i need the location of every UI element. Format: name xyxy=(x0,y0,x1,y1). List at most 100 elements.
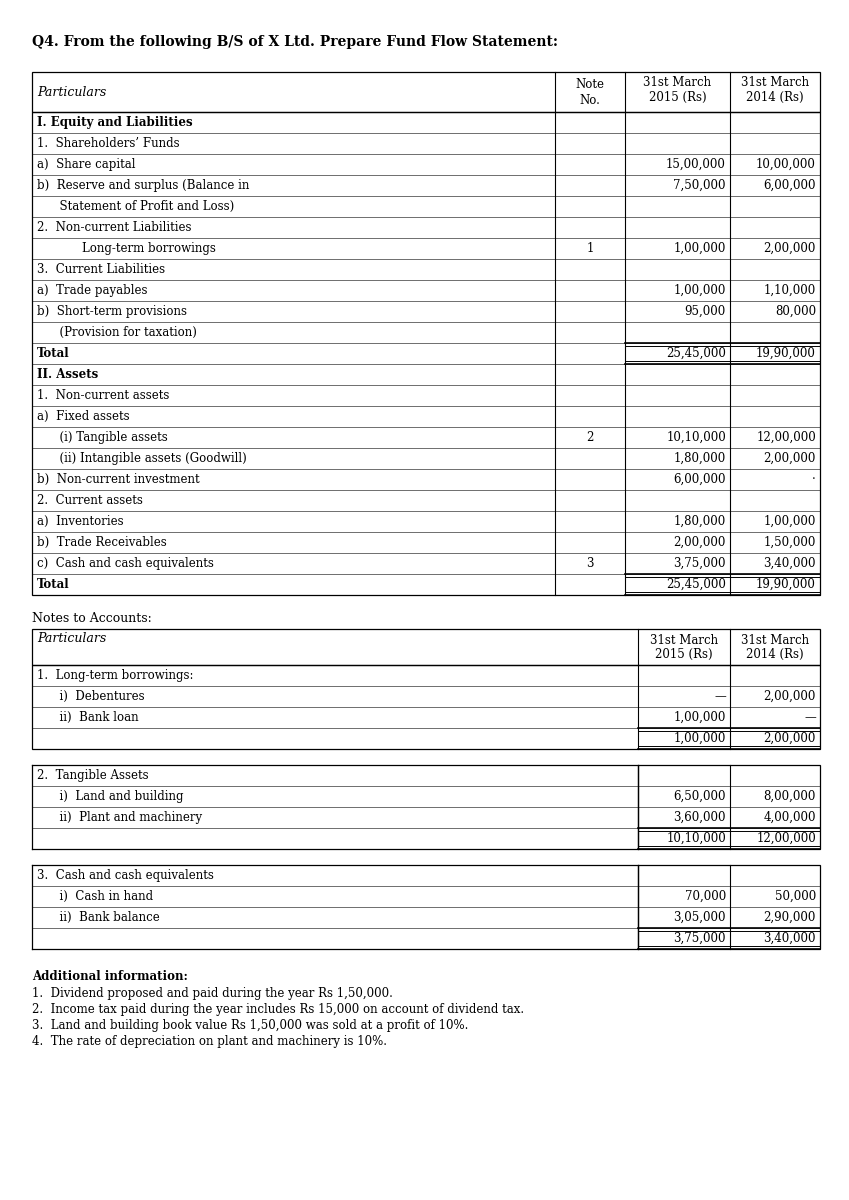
Text: 50,000: 50,000 xyxy=(775,890,816,902)
Bar xyxy=(32,629,820,665)
Text: II. Assets: II. Assets xyxy=(37,368,98,382)
Text: ii)  Plant and machinery: ii) Plant and machinery xyxy=(37,811,202,824)
Text: 10,00,000: 10,00,000 xyxy=(756,158,816,170)
Bar xyxy=(638,766,820,850)
Bar xyxy=(32,72,820,112)
Text: Additional information:: Additional information: xyxy=(32,971,188,984)
Text: 31st March: 31st March xyxy=(741,634,809,647)
Text: 2,00,000: 2,00,000 xyxy=(763,690,816,703)
Text: i)  Debentures: i) Debentures xyxy=(37,690,144,703)
Text: 10,10,000: 10,10,000 xyxy=(666,832,726,845)
Text: 1,50,000: 1,50,000 xyxy=(763,536,816,550)
Text: Total: Total xyxy=(37,578,70,590)
Text: (Provision for taxation): (Provision for taxation) xyxy=(37,326,197,338)
Bar xyxy=(638,865,820,949)
Text: 2,90,000: 2,90,000 xyxy=(763,911,816,924)
Text: 12,00,000: 12,00,000 xyxy=(756,832,816,845)
Text: 1.  Long-term borrowings:: 1. Long-term borrowings: xyxy=(37,670,194,682)
Text: 1,00,000: 1,00,000 xyxy=(673,242,726,254)
Text: 7,50,000: 7,50,000 xyxy=(673,179,726,192)
Text: 2,00,000: 2,00,000 xyxy=(673,536,726,550)
Text: (ii) Intangible assets (Goodwill): (ii) Intangible assets (Goodwill) xyxy=(37,452,247,464)
Text: 1,80,000: 1,80,000 xyxy=(674,452,726,464)
Text: 1.  Dividend proposed and paid during the year Rs 1,50,000.: 1. Dividend proposed and paid during the… xyxy=(32,986,393,1000)
Text: 3,75,000: 3,75,000 xyxy=(673,557,726,570)
Text: 95,000: 95,000 xyxy=(685,305,726,318)
Text: 1,10,000: 1,10,000 xyxy=(764,284,816,296)
Text: 4,00,000: 4,00,000 xyxy=(763,811,816,824)
Text: 2014 (Rs): 2014 (Rs) xyxy=(746,648,804,660)
Text: 8,00,000: 8,00,000 xyxy=(763,790,816,803)
Text: 2,00,000: 2,00,000 xyxy=(763,732,816,745)
Text: 3,40,000: 3,40,000 xyxy=(763,932,816,946)
Text: 2.  Tangible Assets: 2. Tangible Assets xyxy=(37,769,149,782)
Text: 1,00,000: 1,00,000 xyxy=(763,515,816,528)
Text: 2.  Non-current Liabilities: 2. Non-current Liabilities xyxy=(37,221,192,234)
Text: b)  Reserve and surplus (Balance in: b) Reserve and surplus (Balance in xyxy=(37,179,250,192)
Text: 6,00,000: 6,00,000 xyxy=(673,473,726,486)
Text: Particulars: Particulars xyxy=(37,632,106,646)
Text: 2015 (Rs): 2015 (Rs) xyxy=(655,648,713,660)
Text: 25,45,000: 25,45,000 xyxy=(666,578,726,590)
Text: 19,90,000: 19,90,000 xyxy=(756,578,816,590)
Text: a)  Trade payables: a) Trade payables xyxy=(37,284,148,296)
Text: 19,90,000: 19,90,000 xyxy=(756,347,816,360)
Text: a)  Share capital: a) Share capital xyxy=(37,158,136,170)
Text: b)  Non-current investment: b) Non-current investment xyxy=(37,473,200,486)
Text: 1,80,000: 1,80,000 xyxy=(674,515,726,528)
Text: Long-term borrowings: Long-term borrowings xyxy=(37,242,216,254)
Text: 3,60,000: 3,60,000 xyxy=(673,811,726,824)
Text: 80,000: 80,000 xyxy=(775,305,816,318)
Text: 2.  Income tax paid during the year includes Rs 15,000 on account of dividend ta: 2. Income tax paid during the year inclu… xyxy=(32,1002,524,1015)
Text: 4.  The rate of depreciation on plant and machinery is 10%.: 4. The rate of depreciation on plant and… xyxy=(32,1034,387,1048)
Text: 3.  Current Liabilities: 3. Current Liabilities xyxy=(37,263,165,276)
Text: ii)  Bank loan: ii) Bank loan xyxy=(37,710,138,724)
Text: 6,50,000: 6,50,000 xyxy=(673,790,726,803)
Bar xyxy=(32,665,820,749)
Text: 25,45,000: 25,45,000 xyxy=(666,347,726,360)
Text: Notes to Accounts:: Notes to Accounts: xyxy=(32,612,152,625)
Text: b)  Trade Receivables: b) Trade Receivables xyxy=(37,536,166,550)
Text: No.: No. xyxy=(580,94,600,107)
Text: 31st March: 31st March xyxy=(741,77,809,90)
Text: 1,00,000: 1,00,000 xyxy=(673,710,726,724)
Text: Q4. From the following B/S of X Ltd. Prepare Fund Flow Statement:: Q4. From the following B/S of X Ltd. Pre… xyxy=(32,35,558,49)
Bar xyxy=(32,112,820,595)
Text: i)  Land and building: i) Land and building xyxy=(37,790,183,803)
Text: 1,00,000: 1,00,000 xyxy=(673,732,726,745)
Text: 1,00,000: 1,00,000 xyxy=(673,284,726,296)
Text: 3,40,000: 3,40,000 xyxy=(763,557,816,570)
Text: 2: 2 xyxy=(587,431,593,444)
Text: (i) Tangible assets: (i) Tangible assets xyxy=(37,431,168,444)
Text: ii)  Bank balance: ii) Bank balance xyxy=(37,911,160,924)
Text: 3.  Cash and cash equivalents: 3. Cash and cash equivalents xyxy=(37,869,214,882)
Text: 1.  Shareholders’ Funds: 1. Shareholders’ Funds xyxy=(37,137,180,150)
Text: 15,00,000: 15,00,000 xyxy=(666,158,726,170)
Text: Note: Note xyxy=(576,78,604,91)
Text: 2.  Current assets: 2. Current assets xyxy=(37,494,143,506)
Text: ·: · xyxy=(812,473,816,486)
Text: 2014 (Rs): 2014 (Rs) xyxy=(746,90,804,103)
Text: 31st March: 31st March xyxy=(644,77,711,90)
Text: Total: Total xyxy=(37,347,70,360)
Text: —: — xyxy=(804,710,816,724)
Text: 3,05,000: 3,05,000 xyxy=(673,911,726,924)
Text: 3,75,000: 3,75,000 xyxy=(673,932,726,946)
Text: 1: 1 xyxy=(587,242,593,254)
Text: 12,00,000: 12,00,000 xyxy=(756,431,816,444)
Text: 31st March: 31st March xyxy=(650,634,718,647)
Text: a)  Inventories: a) Inventories xyxy=(37,515,124,528)
Text: Particulars: Particulars xyxy=(37,85,106,98)
Text: 10,10,000: 10,10,000 xyxy=(666,431,726,444)
Text: a)  Fixed assets: a) Fixed assets xyxy=(37,410,130,422)
Text: 6,00,000: 6,00,000 xyxy=(763,179,816,192)
Text: Statement of Profit and Loss): Statement of Profit and Loss) xyxy=(37,200,234,214)
Text: —: — xyxy=(714,690,726,703)
Text: i)  Cash in hand: i) Cash in hand xyxy=(37,890,153,902)
Text: 2,00,000: 2,00,000 xyxy=(763,452,816,464)
Text: 70,000: 70,000 xyxy=(685,890,726,902)
Text: 3: 3 xyxy=(587,557,593,570)
Text: 2015 (Rs): 2015 (Rs) xyxy=(649,90,706,103)
Text: c)  Cash and cash equivalents: c) Cash and cash equivalents xyxy=(37,557,214,570)
Text: 2,00,000: 2,00,000 xyxy=(763,242,816,254)
